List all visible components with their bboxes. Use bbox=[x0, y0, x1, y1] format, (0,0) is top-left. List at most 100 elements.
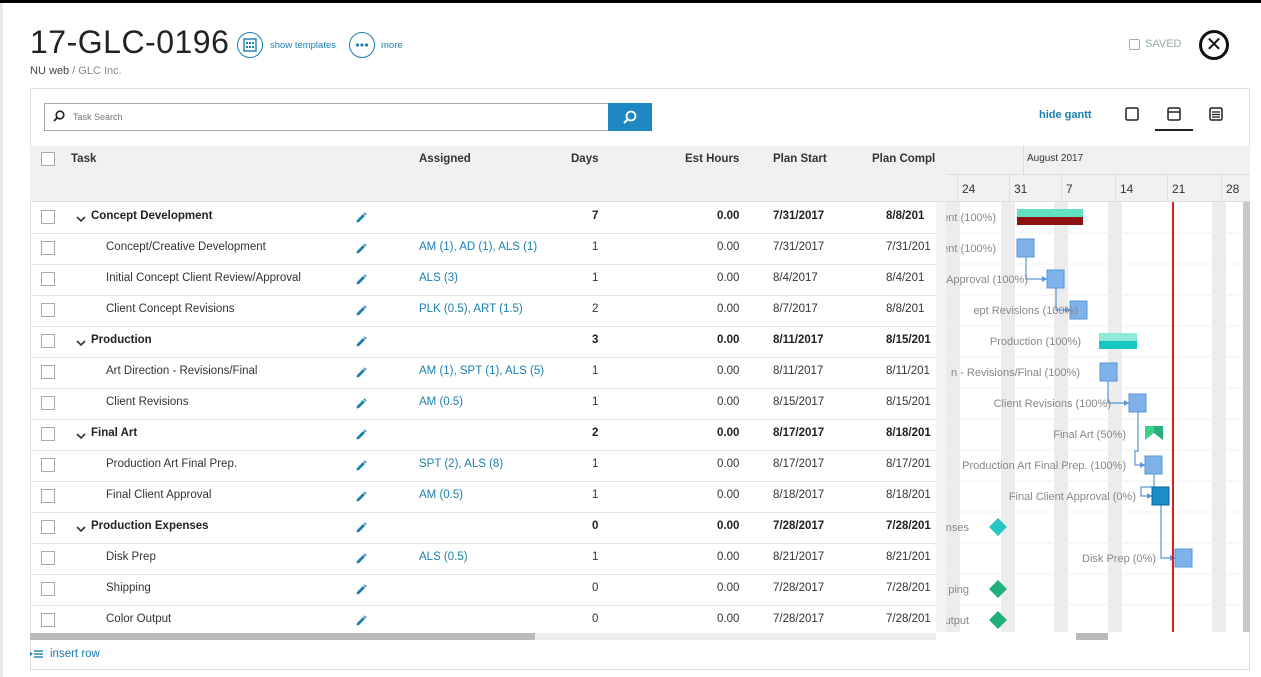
more-link[interactable]: more bbox=[381, 40, 403, 51]
row-checkbox[interactable] bbox=[41, 520, 55, 534]
row-checkbox[interactable] bbox=[41, 365, 55, 379]
row-est-hours: 0.00 bbox=[717, 241, 740, 253]
show-templates-link[interactable]: show templates bbox=[270, 40, 337, 51]
show-templates-button[interactable] bbox=[237, 32, 263, 58]
gantt-day-divider bbox=[1009, 174, 1010, 202]
row-assigned[interactable]: PLK (0.5), ART (1.5) bbox=[419, 303, 523, 315]
edit-pencil-icon[interactable] bbox=[355, 367, 367, 379]
more-button[interactable] bbox=[349, 32, 375, 58]
row-assigned[interactable]: ALS (3) bbox=[419, 272, 458, 284]
close-icon: ✕ bbox=[1205, 34, 1223, 56]
table-row[interactable]: Final Client Approval AM (0.5) 1 0.00 8/18/2… bbox=[30, 482, 936, 513]
table-row[interactable]: Initial Concept Client Review/Approval AL… bbox=[30, 265, 936, 296]
row-plan-start: 7/31/2017 bbox=[773, 210, 825, 222]
row-task-name: Production Expenses bbox=[91, 520, 209, 532]
edit-pencil-icon[interactable] bbox=[355, 429, 367, 441]
row-checkbox[interactable] bbox=[41, 210, 55, 224]
row-checkbox[interactable] bbox=[41, 551, 55, 565]
more-icon bbox=[355, 43, 369, 47]
edit-pencil-icon[interactable] bbox=[355, 212, 367, 224]
breadcrumb-client[interactable]: GLC Inc. bbox=[78, 65, 122, 77]
table-row[interactable]: Shipping 0 0.00 7/28/2017 7/28/201 bbox=[30, 575, 936, 606]
chevron-down-icon[interactable] bbox=[76, 338, 86, 348]
edit-pencil-icon[interactable] bbox=[355, 522, 367, 534]
edit-pencil-icon[interactable] bbox=[355, 243, 367, 255]
row-checkbox[interactable] bbox=[41, 613, 55, 627]
view-list-icon[interactable] bbox=[1209, 107, 1223, 121]
chevron-down-icon[interactable] bbox=[76, 524, 86, 534]
row-assigned[interactable]: SPT (2), ALS (8) bbox=[419, 458, 504, 470]
row-checkbox[interactable] bbox=[41, 427, 55, 441]
insert-row-button[interactable]: insert row bbox=[30, 648, 100, 660]
column-header-plan-complete[interactable]: Plan Compl bbox=[872, 153, 936, 165]
row-assigned[interactable]: AM (0.5) bbox=[419, 396, 464, 408]
table-row[interactable]: Client Concept Revisions PLK (0.5), ART (… bbox=[30, 296, 936, 327]
edit-pencil-icon[interactable] bbox=[355, 460, 367, 472]
row-assigned[interactable]: AM (0.5) bbox=[419, 489, 464, 501]
row-assigned[interactable]: ALS (0.5) bbox=[419, 551, 468, 563]
row-checkbox[interactable] bbox=[41, 582, 55, 596]
table-row[interactable]: Production Expenses 0 0.00 7/28/2017 7/28/20… bbox=[30, 513, 936, 544]
row-checkbox[interactable] bbox=[41, 458, 55, 472]
task-search-input[interactable] bbox=[45, 104, 565, 130]
table-row[interactable]: Production 3 0.00 8/11/2017 8/15/201 bbox=[30, 327, 936, 358]
chevron-down-icon[interactable] bbox=[76, 431, 86, 441]
column-header-task[interactable]: Task bbox=[71, 153, 97, 165]
edit-pencil-icon[interactable] bbox=[355, 274, 367, 286]
gantt-task-label: ping bbox=[948, 584, 969, 596]
search-button[interactable] bbox=[608, 103, 652, 131]
row-plan-complete: 8/11/201 bbox=[886, 365, 930, 377]
weekend-stripe bbox=[1108, 202, 1122, 632]
row-checkbox[interactable] bbox=[41, 241, 55, 255]
left-edge bbox=[0, 3, 3, 677]
row-checkbox[interactable] bbox=[41, 303, 55, 317]
view-full-icon[interactable] bbox=[1125, 107, 1139, 121]
edit-pencil-icon[interactable] bbox=[355, 305, 367, 317]
table-row[interactable]: Final Art 2 0.00 8/17/2017 8/18/201 bbox=[30, 420, 936, 451]
close-button[interactable]: ✕ bbox=[1199, 30, 1229, 60]
breadcrumb-org[interactable]: NU web bbox=[30, 65, 70, 77]
splitter[interactable] bbox=[936, 202, 946, 632]
edit-pencil-icon[interactable] bbox=[355, 553, 367, 565]
gantt-header: August 2017 24 31 7 14 21 28 bbox=[946, 146, 1250, 202]
gantt-vertical-scrollbar[interactable] bbox=[1243, 202, 1250, 632]
gantt-horizontal-scrollbar[interactable] bbox=[1076, 633, 1108, 640]
row-checkbox[interactable] bbox=[41, 489, 55, 503]
column-header-plan-start[interactable]: Plan Start bbox=[773, 153, 827, 165]
edit-pencil-icon[interactable] bbox=[355, 615, 367, 627]
table-row[interactable]: Production Art Final Prep. SPT (2), ALS (… bbox=[30, 451, 936, 482]
edit-pencil-icon[interactable] bbox=[355, 398, 367, 410]
row-assigned[interactable]: AM (1), AD (1), ALS (1) bbox=[419, 241, 538, 253]
task-bar bbox=[1069, 300, 1088, 320]
row-assigned[interactable]: AM (1), SPT (1), ALS (5) bbox=[419, 365, 545, 377]
row-checkbox[interactable] bbox=[41, 396, 55, 410]
table-row[interactable]: Concept Development 7 0.00 7/31/2017 8/8/201 bbox=[30, 203, 936, 234]
grid-horizontal-scrollbar[interactable] bbox=[30, 633, 535, 640]
select-all-checkbox[interactable] bbox=[41, 152, 55, 166]
row-est-hours: 0.00 bbox=[717, 210, 740, 222]
row-checkbox[interactable] bbox=[41, 334, 55, 348]
weekend-stripe bbox=[946, 202, 960, 632]
task-bar bbox=[1151, 486, 1170, 506]
column-header-est-hours[interactable]: Est Hours bbox=[685, 153, 740, 165]
gantt-task-label: Production (100%) bbox=[990, 336, 1081, 348]
table-row[interactable]: Disk Prep ALS (0.5) 1 0.00 8/21/2017 8/21/201 bbox=[30, 544, 936, 575]
chevron-down-icon[interactable] bbox=[76, 214, 86, 224]
task-search-field[interactable] bbox=[44, 103, 609, 131]
column-header-days[interactable]: Days bbox=[571, 153, 599, 165]
row-days: 2 bbox=[592, 427, 599, 439]
row-days: 0 bbox=[592, 520, 599, 532]
column-header-assigned[interactable]: Assigned bbox=[419, 153, 471, 165]
table-row[interactable]: Client Revisions AM (0.5) 1 0.00 8/15/2017 8/… bbox=[30, 389, 936, 420]
table-row[interactable]: Art Direction - Revisions/Final AM (1), S… bbox=[30, 358, 936, 389]
edit-pencil-icon[interactable] bbox=[355, 584, 367, 596]
hide-gantt-link[interactable]: hide gantt bbox=[1039, 109, 1092, 121]
edit-pencil-icon[interactable] bbox=[355, 491, 367, 503]
row-plan-start: 8/7/2017 bbox=[773, 303, 818, 315]
dependency-link bbox=[1134, 412, 1145, 466]
row-checkbox[interactable] bbox=[41, 272, 55, 286]
table-row[interactable]: Concept/Creative Development AM (1), AD (… bbox=[30, 234, 936, 265]
row-task-name: Disk Prep bbox=[106, 551, 156, 563]
view-split-icon[interactable] bbox=[1167, 107, 1181, 121]
edit-pencil-icon[interactable] bbox=[355, 336, 367, 348]
